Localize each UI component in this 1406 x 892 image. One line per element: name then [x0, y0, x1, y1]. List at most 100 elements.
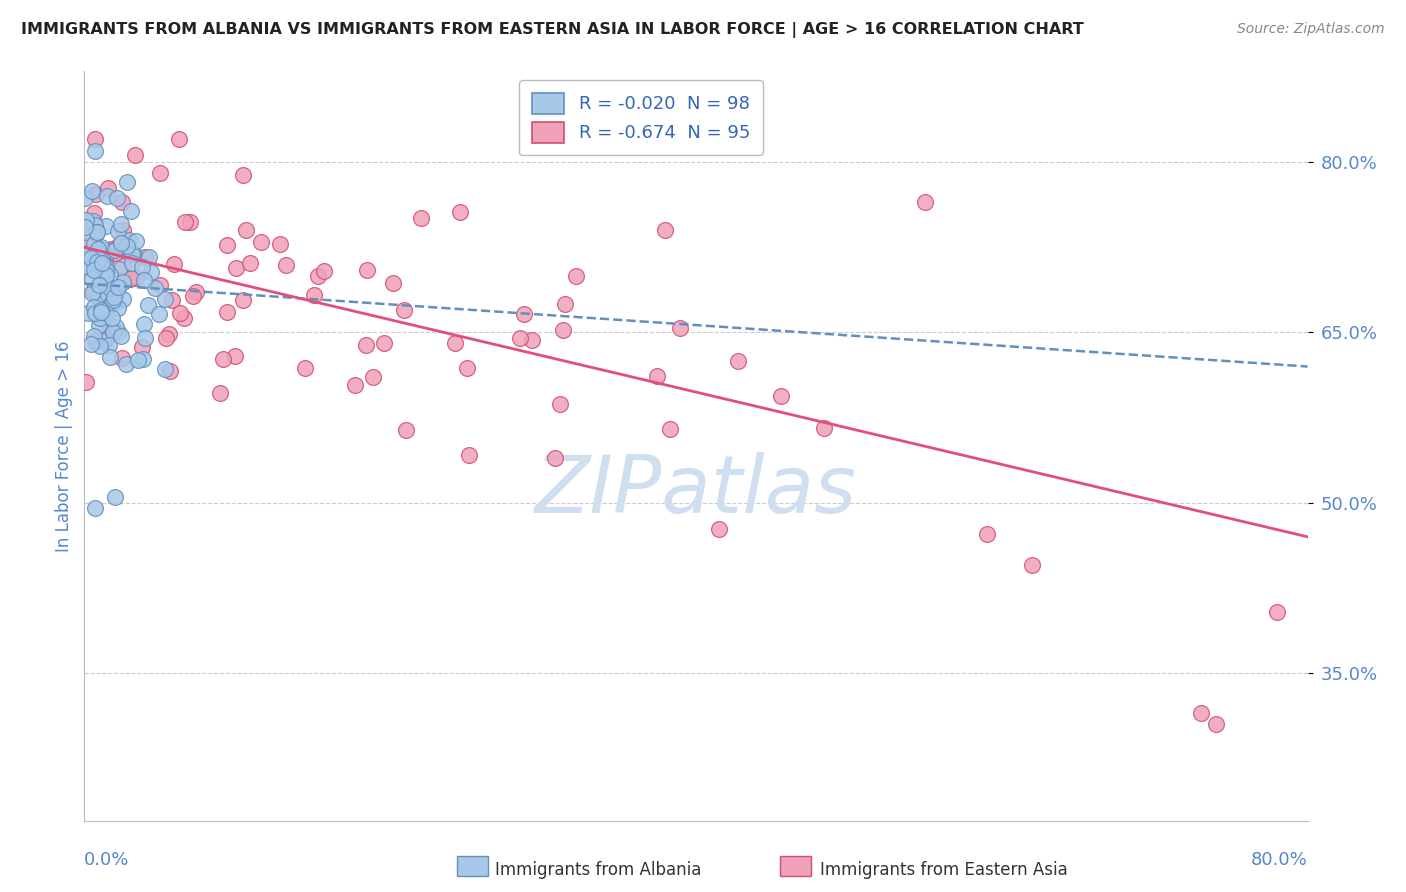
- Point: [769, 389, 792, 403]
- Point: [94, 260, 117, 275]
- Point: [314, 264, 336, 278]
- Point: [143, 281, 166, 295]
- Point: [1205, 717, 1227, 731]
- Point: [94, 243, 117, 257]
- Point: [544, 451, 567, 466]
- Point: [373, 335, 395, 350]
- Point: [84, 501, 107, 516]
- Point: [914, 194, 936, 209]
- Point: [83, 301, 105, 315]
- Point: [100, 242, 122, 256]
- Point: [392, 303, 415, 318]
- Point: [449, 205, 471, 219]
- Point: [215, 305, 238, 319]
- Point: [1189, 706, 1212, 720]
- Point: [707, 522, 730, 536]
- Point: [117, 238, 139, 252]
- Point: [82, 214, 104, 228]
- Point: [100, 296, 122, 310]
- Point: [120, 203, 142, 218]
- Point: [111, 275, 134, 289]
- Point: [96, 332, 118, 346]
- Point: [87, 247, 110, 261]
- Point: [138, 250, 160, 264]
- Point: [813, 421, 835, 435]
- Point: [141, 265, 163, 279]
- Point: [111, 351, 134, 365]
- Text: 0.0%: 0.0%: [84, 851, 129, 869]
- Point: [121, 256, 143, 270]
- Point: [90, 305, 112, 319]
- Point: [83, 263, 105, 277]
- Point: [98, 350, 121, 364]
- Point: [509, 331, 531, 345]
- Point: [381, 277, 404, 291]
- Point: [91, 334, 114, 349]
- Point: [363, 370, 385, 384]
- Point: [148, 307, 170, 321]
- Point: [104, 490, 127, 504]
- Point: [83, 334, 105, 348]
- Point: [84, 144, 107, 158]
- Point: [153, 292, 176, 306]
- Point: [108, 261, 131, 276]
- Point: [294, 360, 316, 375]
- Point: [87, 252, 110, 266]
- Point: [110, 235, 132, 250]
- Point: [101, 311, 124, 326]
- Point: [112, 222, 135, 236]
- Point: [104, 245, 127, 260]
- Point: [98, 285, 121, 300]
- Point: [118, 233, 141, 247]
- Point: [1265, 605, 1288, 619]
- Point: [75, 225, 97, 239]
- Point: [103, 294, 125, 309]
- Point: [169, 306, 191, 320]
- Point: [97, 181, 120, 195]
- Point: [132, 273, 155, 287]
- Point: [86, 226, 108, 240]
- Y-axis label: In Labor Force | Age > 16: In Labor Force | Age > 16: [55, 340, 73, 552]
- Point: [1021, 558, 1043, 573]
- Point: [107, 285, 129, 300]
- Point: [76, 251, 98, 265]
- Point: [134, 250, 156, 264]
- Point: [125, 271, 148, 285]
- Point: [97, 288, 120, 302]
- Point: [75, 191, 97, 205]
- Point: [181, 288, 204, 302]
- Point: [83, 329, 105, 343]
- Point: [209, 386, 232, 401]
- Point: [456, 361, 478, 376]
- Point: [411, 211, 433, 225]
- Point: [302, 288, 325, 302]
- Point: [80, 251, 103, 265]
- Point: [131, 260, 153, 274]
- Point: [105, 191, 128, 205]
- Point: [94, 253, 117, 268]
- Point: [307, 269, 329, 284]
- Point: [654, 223, 676, 237]
- Point: [84, 226, 107, 240]
- Point: [89, 318, 111, 332]
- Point: [513, 308, 536, 322]
- Point: [232, 168, 254, 182]
- Point: [149, 277, 172, 292]
- Point: [98, 281, 121, 295]
- Point: [90, 240, 112, 254]
- Point: [75, 375, 97, 389]
- Point: [225, 261, 247, 276]
- Point: [163, 256, 186, 270]
- Point: [73, 259, 96, 273]
- Point: [173, 310, 195, 325]
- Point: [90, 302, 112, 317]
- Point: [127, 352, 149, 367]
- Point: [149, 166, 172, 180]
- Point: [103, 290, 125, 304]
- Point: [224, 349, 246, 363]
- Point: [91, 256, 114, 270]
- Point: [100, 244, 122, 258]
- Point: [645, 369, 668, 384]
- Point: [169, 132, 191, 146]
- Point: [124, 234, 146, 248]
